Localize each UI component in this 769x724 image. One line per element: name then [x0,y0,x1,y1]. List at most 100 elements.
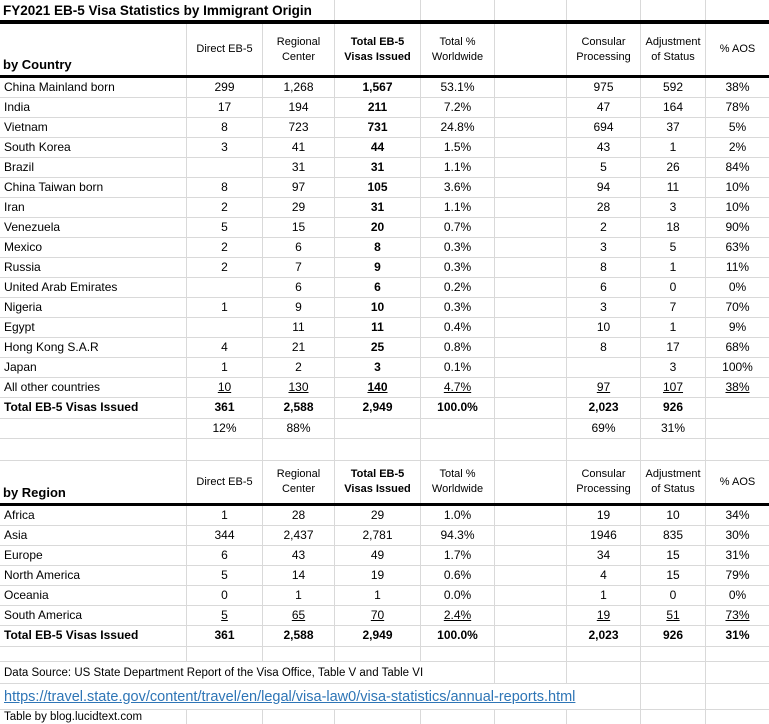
cell: 1 [640,318,705,337]
cell-value: 26 [666,159,680,174]
empty-cell [640,710,705,724]
empty-cell [0,647,186,661]
cell: 0.3% [420,298,494,317]
cell: 94.3% [420,526,494,545]
cell: 69% [566,419,640,438]
cell-value: 592 [662,79,684,94]
table-row: Brazil 31 31 1.1% 5 26 84% [0,158,769,178]
cell-value: 4.7% [443,379,472,394]
cell: 0 [640,586,705,605]
cell: 0% [705,278,769,297]
cell: 10 [334,298,420,317]
cell-value: 94.3% [440,527,475,542]
cell: 1.1% [420,198,494,217]
source-link[interactable]: https://travel.state.gov/content/travel/… [4,688,576,705]
table-row: Nigeria 1 9 10 0.3% 3 7 70% [0,298,769,318]
row-label-text: Venezuela [4,219,61,234]
column-header [494,24,566,75]
cell: 9 [334,258,420,277]
cell: 11 [262,318,334,337]
cell-value: 0.0% [443,587,472,602]
cell: 3 [334,358,420,377]
cell: 2,023 [566,626,640,646]
cell: 361 [186,398,262,418]
cell: 78% [705,98,769,117]
cell: 79% [705,566,769,585]
cell [494,258,566,277]
cell: 926 [640,398,705,418]
cell: 100.0% [420,398,494,418]
cell-value: 94 [596,179,611,194]
cell-value: 3 [374,359,381,374]
row-label: Russia [0,258,186,277]
cell: 1 [334,586,420,605]
cell [494,298,566,317]
empty-cell [420,439,494,460]
gridline-cell [420,0,494,20]
cell-value: 37 [666,119,680,134]
table-row: South Korea 3 41 44 1.5% 43 1 2% [0,138,769,158]
cell-value: 47 [596,99,611,114]
cell: 5% [705,118,769,137]
cell-value: 2.4% [443,607,472,622]
cell: 3 [566,298,640,317]
cell: 47 [566,98,640,117]
empty-cell [186,439,262,460]
row-label-text: Brazil [4,159,35,174]
cell-value: 4 [221,339,228,354]
cell-value: 70% [725,299,750,314]
cell-value: 3 [669,199,677,214]
cell [494,419,566,438]
row-label: South America [0,606,186,625]
cell: 0.8% [420,338,494,357]
cell-value: 3.6% [443,179,472,194]
row-label-text: Asia [4,527,28,542]
group-label: by Country [3,57,72,72]
cell: 97 [566,378,640,397]
cell-value: 68% [725,339,750,354]
cell-value: 10% [725,199,750,214]
title-row: FY2021 EB-5 Visa Statistics by Immigrant… [0,0,769,24]
cell: 1 [566,586,640,605]
column-header: Consular Processing [566,24,640,75]
row-label-text: North America [4,567,81,582]
cell [494,318,566,337]
cell-value: 926 [662,628,684,643]
empty-cell [640,439,705,460]
cell: 0% [705,586,769,605]
cell: 8 [186,178,262,197]
cell [566,358,640,377]
table-row: North America 5 14 19 0.6% 4 15 79% [0,566,769,586]
cell: 97 [262,178,334,197]
cell: 34 [566,546,640,565]
cell: 10 [186,378,262,397]
cell: 975 [566,78,640,97]
cell-value: 6 [600,279,607,294]
cell: 100% [705,358,769,377]
cell [186,318,262,337]
data-source-text: Data Source: US State Department Report … [4,666,424,679]
cell: 10 [566,318,640,337]
cell-value: 194 [288,99,309,114]
cell: 11% [705,258,769,277]
cell-value: 34 [596,547,611,562]
empty-cell [640,684,705,709]
row-label-text: Hong Kong S.A.R [4,339,99,354]
cell-value: 51 [666,607,680,622]
cell: 2 [186,198,262,217]
cell: 31 [334,198,420,217]
cell [494,586,566,605]
cell-value: 3 [600,299,607,314]
row-label: Total EB-5 Visas Issued [0,398,186,418]
cell-value: 1.1% [443,159,472,174]
cell-value: 2,949 [362,628,393,643]
row-label: Oceania [0,586,186,605]
cell-value: 19 [370,567,385,582]
row-label-text: Vietnam [4,119,48,134]
region-table: by Region Direct EB-5 Regional Center Total… [0,461,769,647]
row-label-text: Russia [4,259,41,274]
cell [494,98,566,117]
cell: 1,268 [262,78,334,97]
empty-cell [705,647,769,661]
cell-value: 97 [291,179,306,194]
